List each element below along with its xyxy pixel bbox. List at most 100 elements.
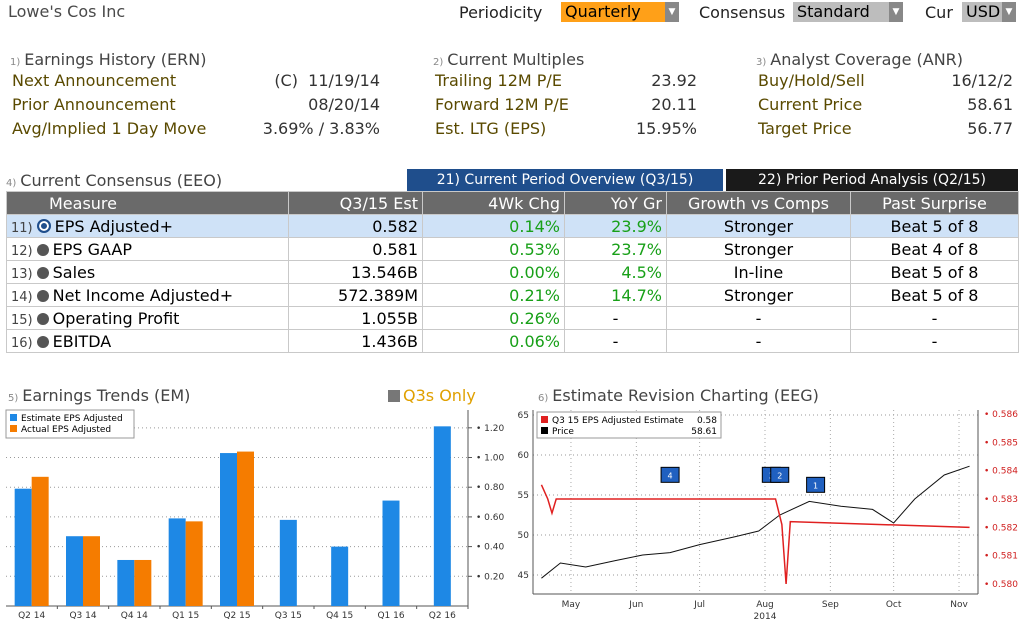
x-tick-label: Jul (693, 600, 705, 610)
prior-announcement-row: Prior Announcement 08/20/14 (12, 95, 380, 114)
top-bar: Lowe's Cos Inc Periodicity Quarterly ▼ Co… (0, 0, 1024, 26)
chevron-down-icon: ▼ (665, 2, 679, 22)
table-row[interactable]: 15) Operating Profit 1.055B 0.26% - - - (6, 306, 1019, 330)
estimate-revision-header[interactable]: 6) Estimate Revision Charting (EEG) (538, 386, 819, 405)
legend-swatch (10, 425, 17, 432)
periodicity-dropdown[interactable]: Quarterly ▼ (561, 2, 679, 22)
column-header[interactable]: Growth vs Comps (666, 191, 851, 215)
right-tick-label: • 0.583 (984, 495, 1018, 505)
radio-icon[interactable] (36, 335, 49, 348)
ltg-eps-row: Est. LTG (EPS) 15.95% (435, 119, 697, 138)
revision-marker: 2 (770, 466, 790, 483)
currency-label: Cur (925, 3, 953, 22)
revision-marker: 1 (806, 476, 826, 493)
table-header-row: Measure Q3/15 Est 4Wk Chg YoY Gr Growth … (6, 191, 1019, 215)
x-sublabel: 2014 (754, 612, 777, 622)
radio-icon[interactable] (36, 243, 49, 256)
legend-label: Price (552, 427, 574, 437)
left-tick-label: 65 (518, 411, 529, 421)
implied-move-row: Avg/Implied 1 Day Move 3.69% / 3.83% (12, 119, 380, 138)
marker-box (770, 466, 790, 483)
x-tick-label: Q2 16 (429, 611, 456, 621)
consensus-label: Consensus (699, 3, 786, 22)
column-header[interactable]: YoY Gr (564, 191, 667, 215)
table-row[interactable]: 16) EBITDA 1.436B 0.06% - - - (6, 329, 1019, 353)
x-tick-label: Q3 14 (69, 611, 96, 621)
column-header[interactable]: Measure (6, 191, 289, 215)
legend-swatch (10, 414, 17, 421)
left-tick-label: 55 (518, 491, 529, 501)
bar-estimate (331, 546, 349, 606)
consensus-header[interactable]: 4) Current Consensus (EEO) (6, 171, 223, 190)
marker-box (806, 476, 826, 493)
target-price-row: Target Price 56.77 (758, 119, 1013, 138)
current-price-row: Current Price 58.61 (758, 95, 1013, 114)
marker-label: 4 (668, 471, 673, 480)
x-tick-label: Q4 14 (121, 611, 148, 621)
periodicity-value: Quarterly (561, 2, 665, 22)
legend-swatch (541, 427, 548, 434)
table-row[interactable]: 14) Net Income Adjusted+ 572.389M 0.21% 1… (6, 283, 1019, 307)
bar-estimate (168, 518, 186, 606)
bar-actual (83, 536, 100, 606)
column-header[interactable]: Past Surprise (850, 191, 1019, 215)
currency-dropdown[interactable]: USD ▼ (962, 2, 1016, 22)
x-tick-label: Nov (950, 600, 968, 610)
x-tick-label: Aug (756, 600, 774, 610)
y-tick-label: • 0.80 (476, 483, 504, 493)
right-tick-label: • 0.580 (984, 580, 1018, 590)
earnings-trends-chart: • 1.20 • 1.00 • 0.80 • 0.60 • 0.40 • 0.20 Q2 1… (0, 406, 505, 627)
radio-selected-icon[interactable] (36, 218, 51, 233)
revision-marker: 4 (660, 466, 680, 483)
y-tick-label: • 0.60 (476, 513, 504, 523)
periodicity-label: Periodicity (459, 3, 543, 22)
radio-icon[interactable] (36, 266, 49, 279)
x-tick-label: Q3 15 (275, 611, 302, 621)
radio-icon[interactable] (36, 312, 49, 325)
column-header[interactable]: 4Wk Chg (422, 191, 565, 215)
analyst-coverage-header[interactable]: 3) Analyst Coverage (ANR) (756, 50, 964, 69)
left-tick-label: 50 (518, 531, 530, 541)
right-tick-label: • 0.582 (984, 523, 1018, 533)
earnings-history-header[interactable]: 1) Earnings History (ERN) (10, 50, 207, 69)
x-tick-label: Q4 15 (326, 611, 353, 621)
chevron-down-icon: ▼ (889, 2, 903, 22)
estimate-line (540, 484, 970, 585)
bar-estimate (382, 500, 400, 606)
q3s-only-toggle[interactable]: Q3s Only (388, 386, 476, 405)
buy-hold-sell-row: Buy/Hold/Sell 16/12/2 (758, 71, 1013, 90)
x-tick-label: Jun (628, 600, 643, 610)
tab-current-period[interactable]: 21) Current Period Overview (Q3/15) (407, 169, 723, 191)
current-multiples-header[interactable]: 2) Current Multiples (433, 50, 585, 69)
bar-estimate (14, 488, 32, 606)
bar-estimate (433, 426, 451, 606)
column-header[interactable]: Q3/15 Est (288, 191, 423, 215)
legend-box (5, 409, 135, 439)
security-title: Lowe's Cos Inc (8, 2, 126, 21)
earnings-trends-header[interactable]: 5) Earnings Trends (EM) (8, 386, 191, 405)
x-tick-label: May (562, 600, 581, 610)
right-tick-label: • 0.584 (984, 467, 1018, 477)
tab-prior-period[interactable]: 22) Prior Period Analysis (Q2/15) (726, 169, 1018, 191)
radio-icon[interactable] (36, 289, 49, 302)
analyst-coverage-section: 3) Analyst Coverage (ANR) Buy/Hold/Sell 1… (756, 50, 1013, 143)
bar-estimate (279, 519, 297, 606)
bar-estimate (117, 559, 135, 606)
legend-value: 58.61 (691, 427, 717, 437)
table-row[interactable]: 13) Sales 13.546B 0.00% 4.5% In-line Beat… (6, 260, 1019, 284)
trailing-pe-row: Trailing 12M P/E 23.92 (435, 71, 697, 90)
bar-estimate (66, 536, 83, 606)
consensus-value: Standard (793, 2, 889, 22)
right-tick-label: • 0.581 (984, 552, 1018, 562)
legend-label: Estimate EPS Adjusted (21, 414, 123, 424)
x-tick-label: Q2 15 (223, 611, 250, 621)
consensus-table: Measure Q3/15 Est 4Wk Chg YoY Gr Growth … (6, 191, 1019, 353)
legend-swatch (541, 416, 548, 423)
table-row[interactable]: 12) EPS GAAP 0.581 0.53% 23.7% Stronger B… (6, 237, 1019, 261)
consensus-dropdown[interactable]: Standard ▼ (793, 2, 903, 22)
y-tick-label: • 1.20 (476, 424, 504, 434)
checkbox-icon (388, 390, 400, 402)
table-row[interactable]: 11) EPS Adjusted+ 0.582 0.14% 23.9% Stron… (6, 214, 1019, 238)
x-tick-label: Q1 15 (172, 611, 199, 621)
